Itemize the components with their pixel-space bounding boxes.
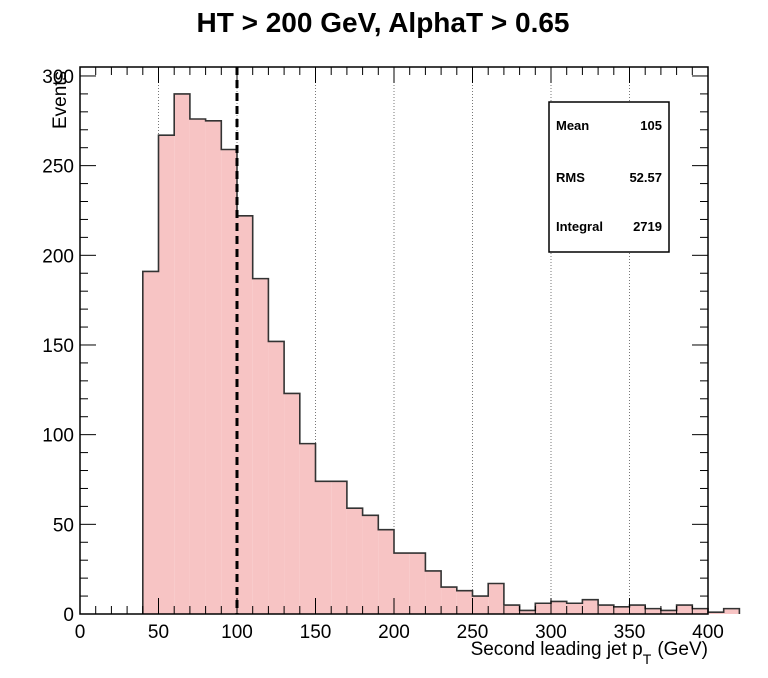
- histogram-bar: [723, 608, 740, 614]
- stats-box-frame: [548, 101, 670, 253]
- histogram-bar: [472, 596, 489, 614]
- histogram-bar: [378, 529, 394, 614]
- histogram-bar: [299, 443, 316, 614]
- histogram-bar: [237, 215, 253, 614]
- x-tick-label: 400: [692, 622, 724, 643]
- x-tick-label: 0: [75, 622, 86, 643]
- histogram-bar: [535, 603, 551, 614]
- histogram-bars: [142, 93, 741, 615]
- y-tick-label: 200: [42, 246, 74, 267]
- histogram-bar: [174, 93, 190, 615]
- histogram-bar: [660, 610, 677, 614]
- y-tick-label: 150: [42, 336, 74, 357]
- histogram-bar: [362, 515, 379, 614]
- histogram-bar: [692, 608, 708, 614]
- histogram-bar: [252, 278, 269, 614]
- histogram-bar: [189, 119, 206, 615]
- x-tick-label: 50: [148, 622, 169, 643]
- histogram-bar: [551, 601, 567, 614]
- histogram-bar: [582, 599, 599, 614]
- histogram-bar: [456, 590, 473, 614]
- histogram-bar: [488, 583, 504, 614]
- x-tick-label: 150: [300, 622, 332, 643]
- axis-tick-labels: 0 50 100 150 200 250 300 350 400 0 50 100 150 200 250 3…: [42, 67, 724, 643]
- y-tick-label: 0: [63, 605, 74, 626]
- y-axis-label: Events: [50, 71, 71, 129]
- axis-ticks: [79, 67, 709, 615]
- histogram-bar: [221, 149, 237, 615]
- stats-integral-label: Integral: [556, 219, 603, 234]
- histogram-bar: [315, 481, 332, 614]
- stats-box: Mean 105 RMS 52.57 Integral 2719: [548, 101, 670, 253]
- histogram-bar: [708, 612, 724, 614]
- histogram-bar: [284, 393, 300, 614]
- chart-title: HT > 200 GeV, AlphaT > 0.65: [197, 7, 570, 38]
- histogram-bar: [268, 341, 285, 614]
- histogram-bar: [409, 553, 426, 614]
- histogram-bar: [331, 481, 347, 614]
- histogram-bar: [629, 605, 646, 614]
- histogram-bar: [503, 605, 520, 614]
- x-tick-label: 250: [457, 622, 489, 643]
- histogram-bar: [613, 606, 630, 614]
- stats-mean-value: 105: [640, 118, 662, 133]
- histogram-bar: [519, 610, 536, 614]
- x-tick-label: 350: [614, 622, 646, 643]
- histogram-bar: [425, 570, 442, 614]
- y-tick-label: 250: [42, 157, 74, 178]
- histogram-bar: [142, 271, 159, 614]
- histogram-bar: [645, 608, 661, 614]
- y-tick-label: 300: [42, 67, 74, 88]
- stats-mean-label: Mean: [556, 118, 589, 133]
- histogram-bar: [676, 605, 693, 614]
- histogram-bar: [566, 603, 583, 614]
- histogram-bar: [394, 553, 410, 614]
- histogram-bar: [205, 120, 222, 614]
- histogram-bar: [441, 587, 457, 614]
- x-axis-label: Second leading jet pT (GeV): [471, 639, 708, 667]
- x-tick-label: 100: [221, 622, 253, 643]
- x-tick-label: 200: [378, 622, 410, 643]
- histogram-bar: [346, 508, 363, 614]
- y-tick-label: 50: [53, 515, 74, 536]
- x-tick-label: 300: [535, 622, 567, 643]
- stats-rms-value: 52.57: [629, 170, 662, 185]
- histogram-bar: [158, 135, 175, 614]
- y-tick-label: 100: [42, 426, 74, 447]
- histogram-bar: [598, 605, 614, 614]
- stats-rms-label: RMS: [556, 170, 585, 185]
- stats-integral-value: 2719: [633, 219, 662, 234]
